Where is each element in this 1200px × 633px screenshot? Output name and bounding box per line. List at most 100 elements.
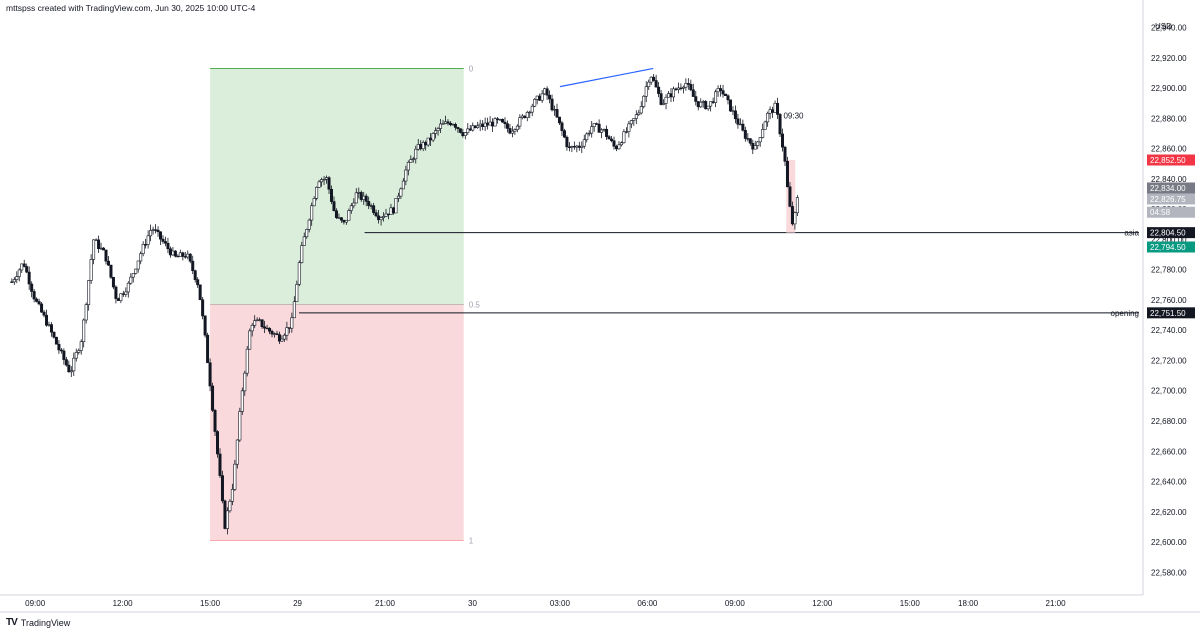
candle-body bbox=[498, 118, 502, 121]
candle-body bbox=[448, 122, 452, 126]
fib-lower-zone bbox=[210, 304, 464, 541]
candle-body bbox=[746, 138, 750, 140]
candle-body bbox=[327, 177, 331, 190]
candle-body bbox=[369, 205, 373, 207]
candle-body bbox=[20, 263, 24, 271]
candle-body bbox=[287, 327, 291, 329]
candle-body bbox=[57, 343, 61, 351]
candle-body bbox=[790, 206, 794, 225]
candle-body bbox=[785, 160, 789, 188]
candle-body bbox=[295, 284, 299, 303]
price-label-text: 04:58 bbox=[1150, 208, 1171, 217]
candle-body bbox=[394, 198, 398, 214]
candle-body bbox=[699, 101, 703, 108]
candle-body bbox=[595, 123, 599, 125]
candle-body bbox=[543, 88, 547, 95]
candle-body bbox=[72, 357, 76, 372]
candle-body bbox=[704, 101, 708, 110]
candle-body bbox=[634, 114, 638, 119]
price-label-box bbox=[1147, 154, 1195, 166]
candle-body bbox=[40, 303, 44, 313]
candle-body bbox=[530, 105, 534, 113]
candle-body bbox=[273, 333, 277, 335]
candle-body bbox=[686, 83, 690, 85]
candle-body bbox=[292, 301, 296, 319]
plot-area: 0 0.5 1 asia opening 09:30 bbox=[10, 64, 1140, 546]
candle-body bbox=[154, 229, 158, 231]
candle-body bbox=[389, 207, 393, 215]
y-tick-label: 22,880.00 bbox=[1151, 114, 1187, 123]
candle-body bbox=[701, 101, 705, 103]
candle-body bbox=[676, 87, 680, 90]
candle-body bbox=[220, 475, 224, 502]
candle-body bbox=[119, 293, 123, 301]
candle-body bbox=[488, 121, 492, 126]
candle-body bbox=[461, 132, 465, 136]
candle-body bbox=[104, 249, 108, 262]
candle-body bbox=[362, 195, 366, 200]
candle-body bbox=[109, 264, 113, 278]
candle-body bbox=[79, 341, 83, 351]
candle-body bbox=[396, 195, 400, 199]
candle-body bbox=[334, 210, 338, 218]
candle-body bbox=[773, 102, 777, 113]
tradingview-logo-icon: TV bbox=[6, 617, 18, 628]
candle-body bbox=[379, 217, 383, 221]
candle-body bbox=[372, 205, 376, 213]
candle-body bbox=[535, 95, 539, 100]
candle-body bbox=[211, 385, 215, 411]
candle-body bbox=[743, 129, 747, 139]
candle-body bbox=[431, 133, 435, 141]
x-tick-label: 09:00 bbox=[25, 599, 46, 608]
candle-body bbox=[307, 219, 311, 230]
candle-body bbox=[709, 101, 713, 107]
candle-body bbox=[126, 282, 130, 293]
candle-body bbox=[64, 359, 68, 366]
fib-upper-zone bbox=[210, 68, 464, 305]
candle-body bbox=[724, 93, 728, 97]
axes: USD 22,580.00 22,600.00 22,620.00 22,640.00 2… bbox=[0, 0, 1200, 613]
candle-body bbox=[268, 327, 272, 332]
candle-body bbox=[193, 270, 197, 280]
candle-body bbox=[352, 202, 356, 207]
candle-body bbox=[320, 179, 324, 183]
candle-body bbox=[605, 128, 609, 137]
candle-body bbox=[171, 250, 175, 256]
candle-body bbox=[47, 324, 51, 326]
candle-body bbox=[592, 123, 596, 127]
candle-body bbox=[565, 136, 569, 148]
candle-body bbox=[233, 463, 237, 490]
price-label-text: 22,804.50 bbox=[1150, 229, 1186, 238]
candle-body bbox=[523, 115, 527, 118]
candle-body bbox=[518, 117, 522, 127]
candle-body bbox=[337, 217, 341, 219]
candle-body bbox=[570, 146, 574, 148]
candle-body bbox=[714, 91, 718, 103]
candle-body bbox=[525, 112, 529, 118]
candle-body bbox=[216, 431, 220, 455]
candle-body bbox=[404, 169, 408, 182]
candle-body bbox=[649, 76, 653, 83]
candle-body bbox=[168, 248, 172, 256]
candle-body bbox=[149, 230, 153, 237]
candle-body bbox=[260, 319, 264, 328]
candle-body bbox=[562, 130, 566, 138]
y-tick-label: 22,660.00 bbox=[1151, 447, 1187, 456]
candle-body bbox=[240, 390, 244, 412]
y-tick-label: 22,780.00 bbox=[1151, 266, 1187, 275]
candle-body bbox=[45, 314, 49, 326]
x-tick-label: 18:00 bbox=[958, 599, 979, 608]
candle-body bbox=[106, 260, 110, 266]
candle-body bbox=[733, 110, 737, 120]
candle-body bbox=[763, 121, 767, 130]
candle-body bbox=[183, 256, 187, 258]
candle-body bbox=[121, 293, 125, 295]
candle-body bbox=[619, 142, 623, 146]
candle-body bbox=[30, 283, 34, 292]
candle-body bbox=[49, 324, 53, 333]
candle-body bbox=[674, 88, 678, 90]
price-axis-bg bbox=[1143, 0, 1200, 595]
candle-body bbox=[230, 489, 234, 502]
candle-body bbox=[679, 87, 683, 90]
